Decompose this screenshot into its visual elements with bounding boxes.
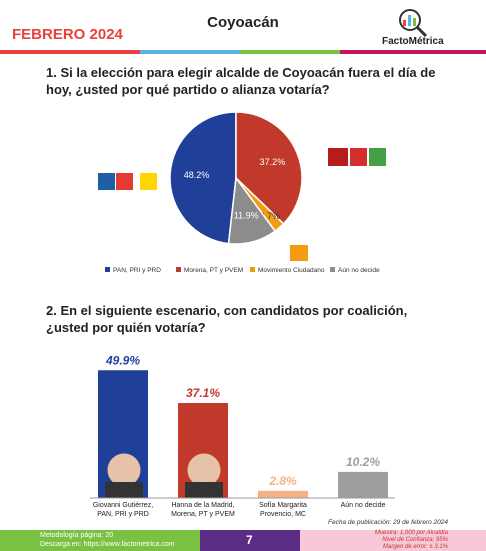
photo: [106, 452, 142, 488]
title: Coyoacán: [207, 14, 279, 31]
x-tick-label: Sofía Margarita Provencio, MC: [259, 502, 307, 518]
x-tick-label: Giovanni Gutiérrez, PAN, PRI y PRD: [92, 502, 154, 518]
date: FEBRERO 2024: [12, 26, 123, 43]
value-label: 37.1%: [186, 386, 220, 400]
color-strip: [0, 50, 486, 54]
slice-label: 2.7%: [260, 211, 281, 221]
pie-slice: [227, 176, 277, 245]
logo-icon: [399, 9, 428, 38]
legend-swatch: [176, 267, 181, 272]
legend-label: PAN, PRI y PRD: [113, 267, 161, 274]
question-1: 1. Si la elección para elegir alcalde de…: [46, 65, 436, 97]
page-number: 7: [246, 533, 253, 547]
legend-item: PAN, PRI y PRD: [105, 267, 161, 274]
x-tick-label: Aún no decide: [340, 502, 386, 509]
value-label: 49.9%: [105, 353, 140, 367]
x-tick-label: Hanna de la Madrid, Morena, PT y PVEM: [171, 502, 235, 518]
methodology: Metodología página: 20: [40, 532, 114, 539]
legend-swatch: [105, 267, 110, 272]
error: Margen de error: ± 3.1%: [383, 544, 448, 550]
footer-bg: [0, 530, 486, 551]
bar: [338, 471, 388, 498]
logo-text: FactoMétrica: [382, 36, 444, 47]
value-label: 10.2%: [346, 455, 380, 469]
party-logos: [98, 148, 386, 261]
legend-label: Aún no decide: [338, 267, 380, 274]
legend-swatch: [330, 267, 335, 272]
pie-slice: [169, 111, 237, 245]
slice-label: 48.2%: [184, 170, 210, 180]
bar: [258, 490, 308, 498]
sample: Muestra: 1,000 por Alcaldía: [374, 530, 448, 536]
value-label: 2.8%: [268, 474, 297, 488]
question-2: 2. En el siguiente escenario, con candid…: [46, 303, 408, 335]
confidence: Nivel de Confianza: 95%: [382, 537, 448, 543]
legend-swatch: [250, 267, 255, 272]
photo: [186, 452, 222, 488]
legend-item: Morena, PT y PVEM: [176, 267, 243, 274]
photo: [105, 482, 143, 498]
photo: [185, 482, 223, 498]
download: Descarga en: https://www.factometrica.co…: [40, 541, 175, 548]
legend-item: Aún no decide: [330, 267, 380, 274]
legend-item: Movimiento Ciudadano: [250, 267, 324, 274]
published: Fecha de publicación: 29 de febrero 2024: [328, 519, 448, 526]
legend-label: Morena, PT y PVEM: [184, 267, 244, 274]
slice-label: 11.9%: [234, 211, 259, 221]
pie-slice: [235, 111, 303, 225]
slice-label: 37.2%: [260, 157, 286, 167]
legend-label: Movimiento Ciudadano: [258, 267, 325, 274]
